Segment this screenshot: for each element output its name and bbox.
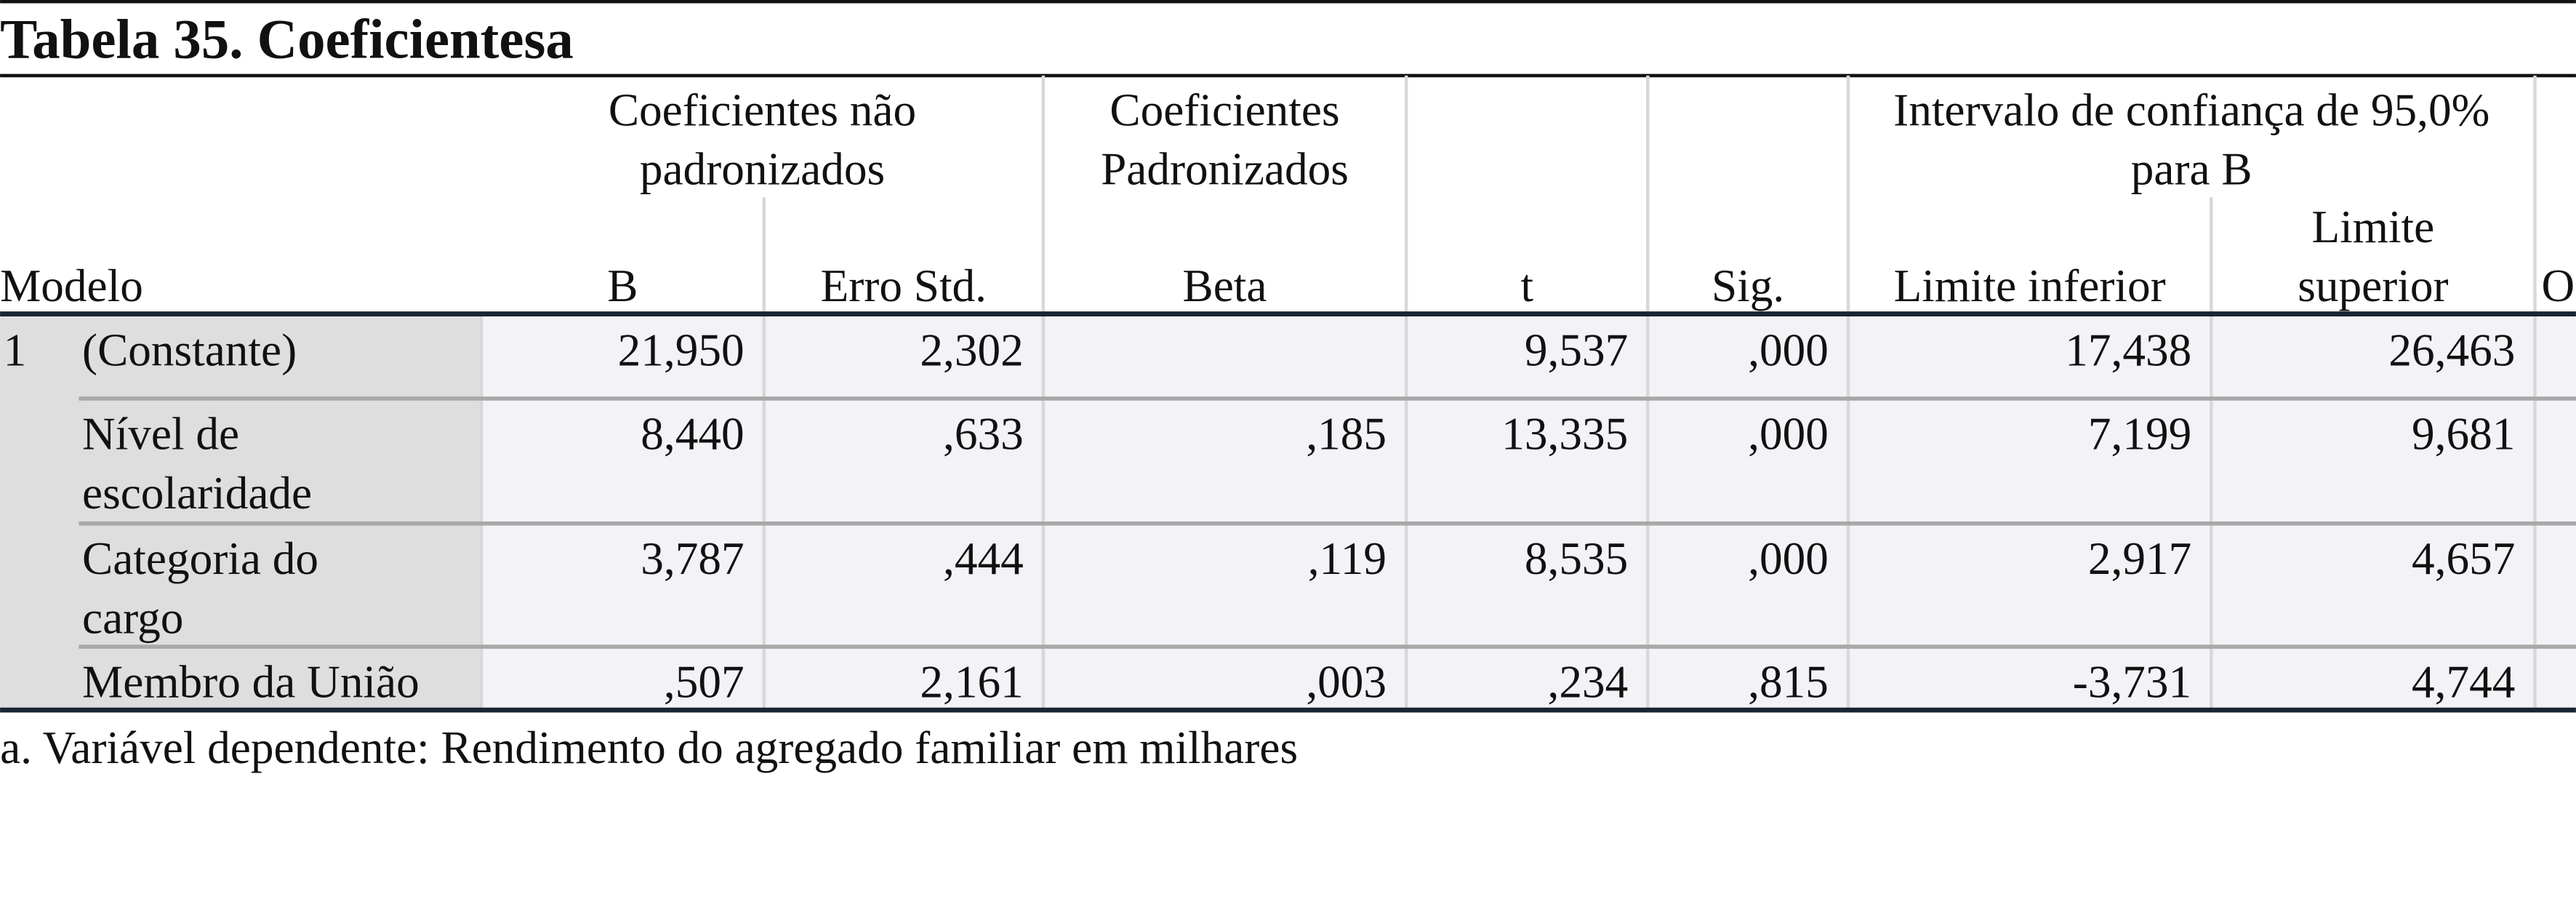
model-number: 1	[4, 324, 27, 375]
cell: ,000	[1748, 533, 1829, 584]
cell: 4,657	[2412, 533, 2515, 584]
column-header: O	[2541, 260, 2575, 311]
row-label: escolaridade	[82, 468, 312, 519]
footnote: a. Variável dependente: Rendimento do ag…	[0, 722, 1298, 773]
column-header: Modelo	[0, 260, 143, 311]
column-header: Limite	[2312, 201, 2435, 252]
cell: ,000	[1748, 324, 1829, 375]
row-header-shade	[0, 315, 482, 711]
cell: ,000	[1748, 409, 1829, 460]
table-title: Tabela 35. Coeficientesa	[0, 9, 574, 71]
column-header: B	[607, 260, 638, 311]
cell: ,234	[1548, 657, 1629, 708]
cell: 8,440	[641, 409, 744, 460]
data-shade	[481, 315, 2576, 711]
cell: 2,161	[920, 657, 1023, 708]
group-header: Coeficientes não	[609, 84, 916, 135]
cell: ,003	[1306, 657, 1387, 708]
cell: 13,335	[1501, 409, 1628, 460]
cell: 2,302	[920, 324, 1023, 375]
cell: ,633	[943, 409, 1024, 460]
column-header: Beta	[1183, 260, 1267, 311]
column-header: Sig.	[1712, 260, 1784, 311]
row-label: Categoria do	[82, 533, 318, 584]
column-header: Erro Std.	[821, 260, 987, 311]
cell: 26,463	[2388, 324, 2515, 375]
cell: 9,537	[1525, 324, 1628, 375]
cell: 8,535	[1525, 533, 1628, 584]
cell: 17,438	[2065, 324, 2191, 375]
group-header: Padronizados	[1101, 144, 1349, 195]
cell: -3,731	[2073, 657, 2191, 708]
group-header: padronizados	[640, 144, 885, 195]
cell: 4,744	[2412, 657, 2515, 708]
group-header: Coeficientes	[1110, 84, 1339, 135]
group-header: Intervalo de confiança de 95,0%	[1893, 84, 2489, 135]
column-header: superior	[2298, 260, 2448, 311]
row-label: Nível de	[82, 409, 239, 460]
cell: ,444	[943, 533, 1024, 584]
cell: ,185	[1306, 409, 1387, 460]
cell: ,119	[1308, 533, 1387, 584]
cell: ,507	[664, 657, 745, 708]
cell: 2,917	[2088, 533, 2191, 584]
column-header: t	[1520, 260, 1533, 311]
cell: ,815	[1748, 657, 1829, 708]
row-label: Membro da União	[82, 657, 420, 708]
row-label: (Constante)	[82, 324, 297, 375]
column-header: Limite inferior	[1894, 260, 2166, 311]
cell: 21,950	[618, 324, 745, 375]
group-header: para B	[2131, 144, 2252, 195]
cell: 9,681	[2412, 409, 2515, 460]
row-label: cargo	[82, 593, 183, 644]
cell: 7,199	[2088, 409, 2191, 460]
cell: 3,787	[641, 533, 744, 584]
